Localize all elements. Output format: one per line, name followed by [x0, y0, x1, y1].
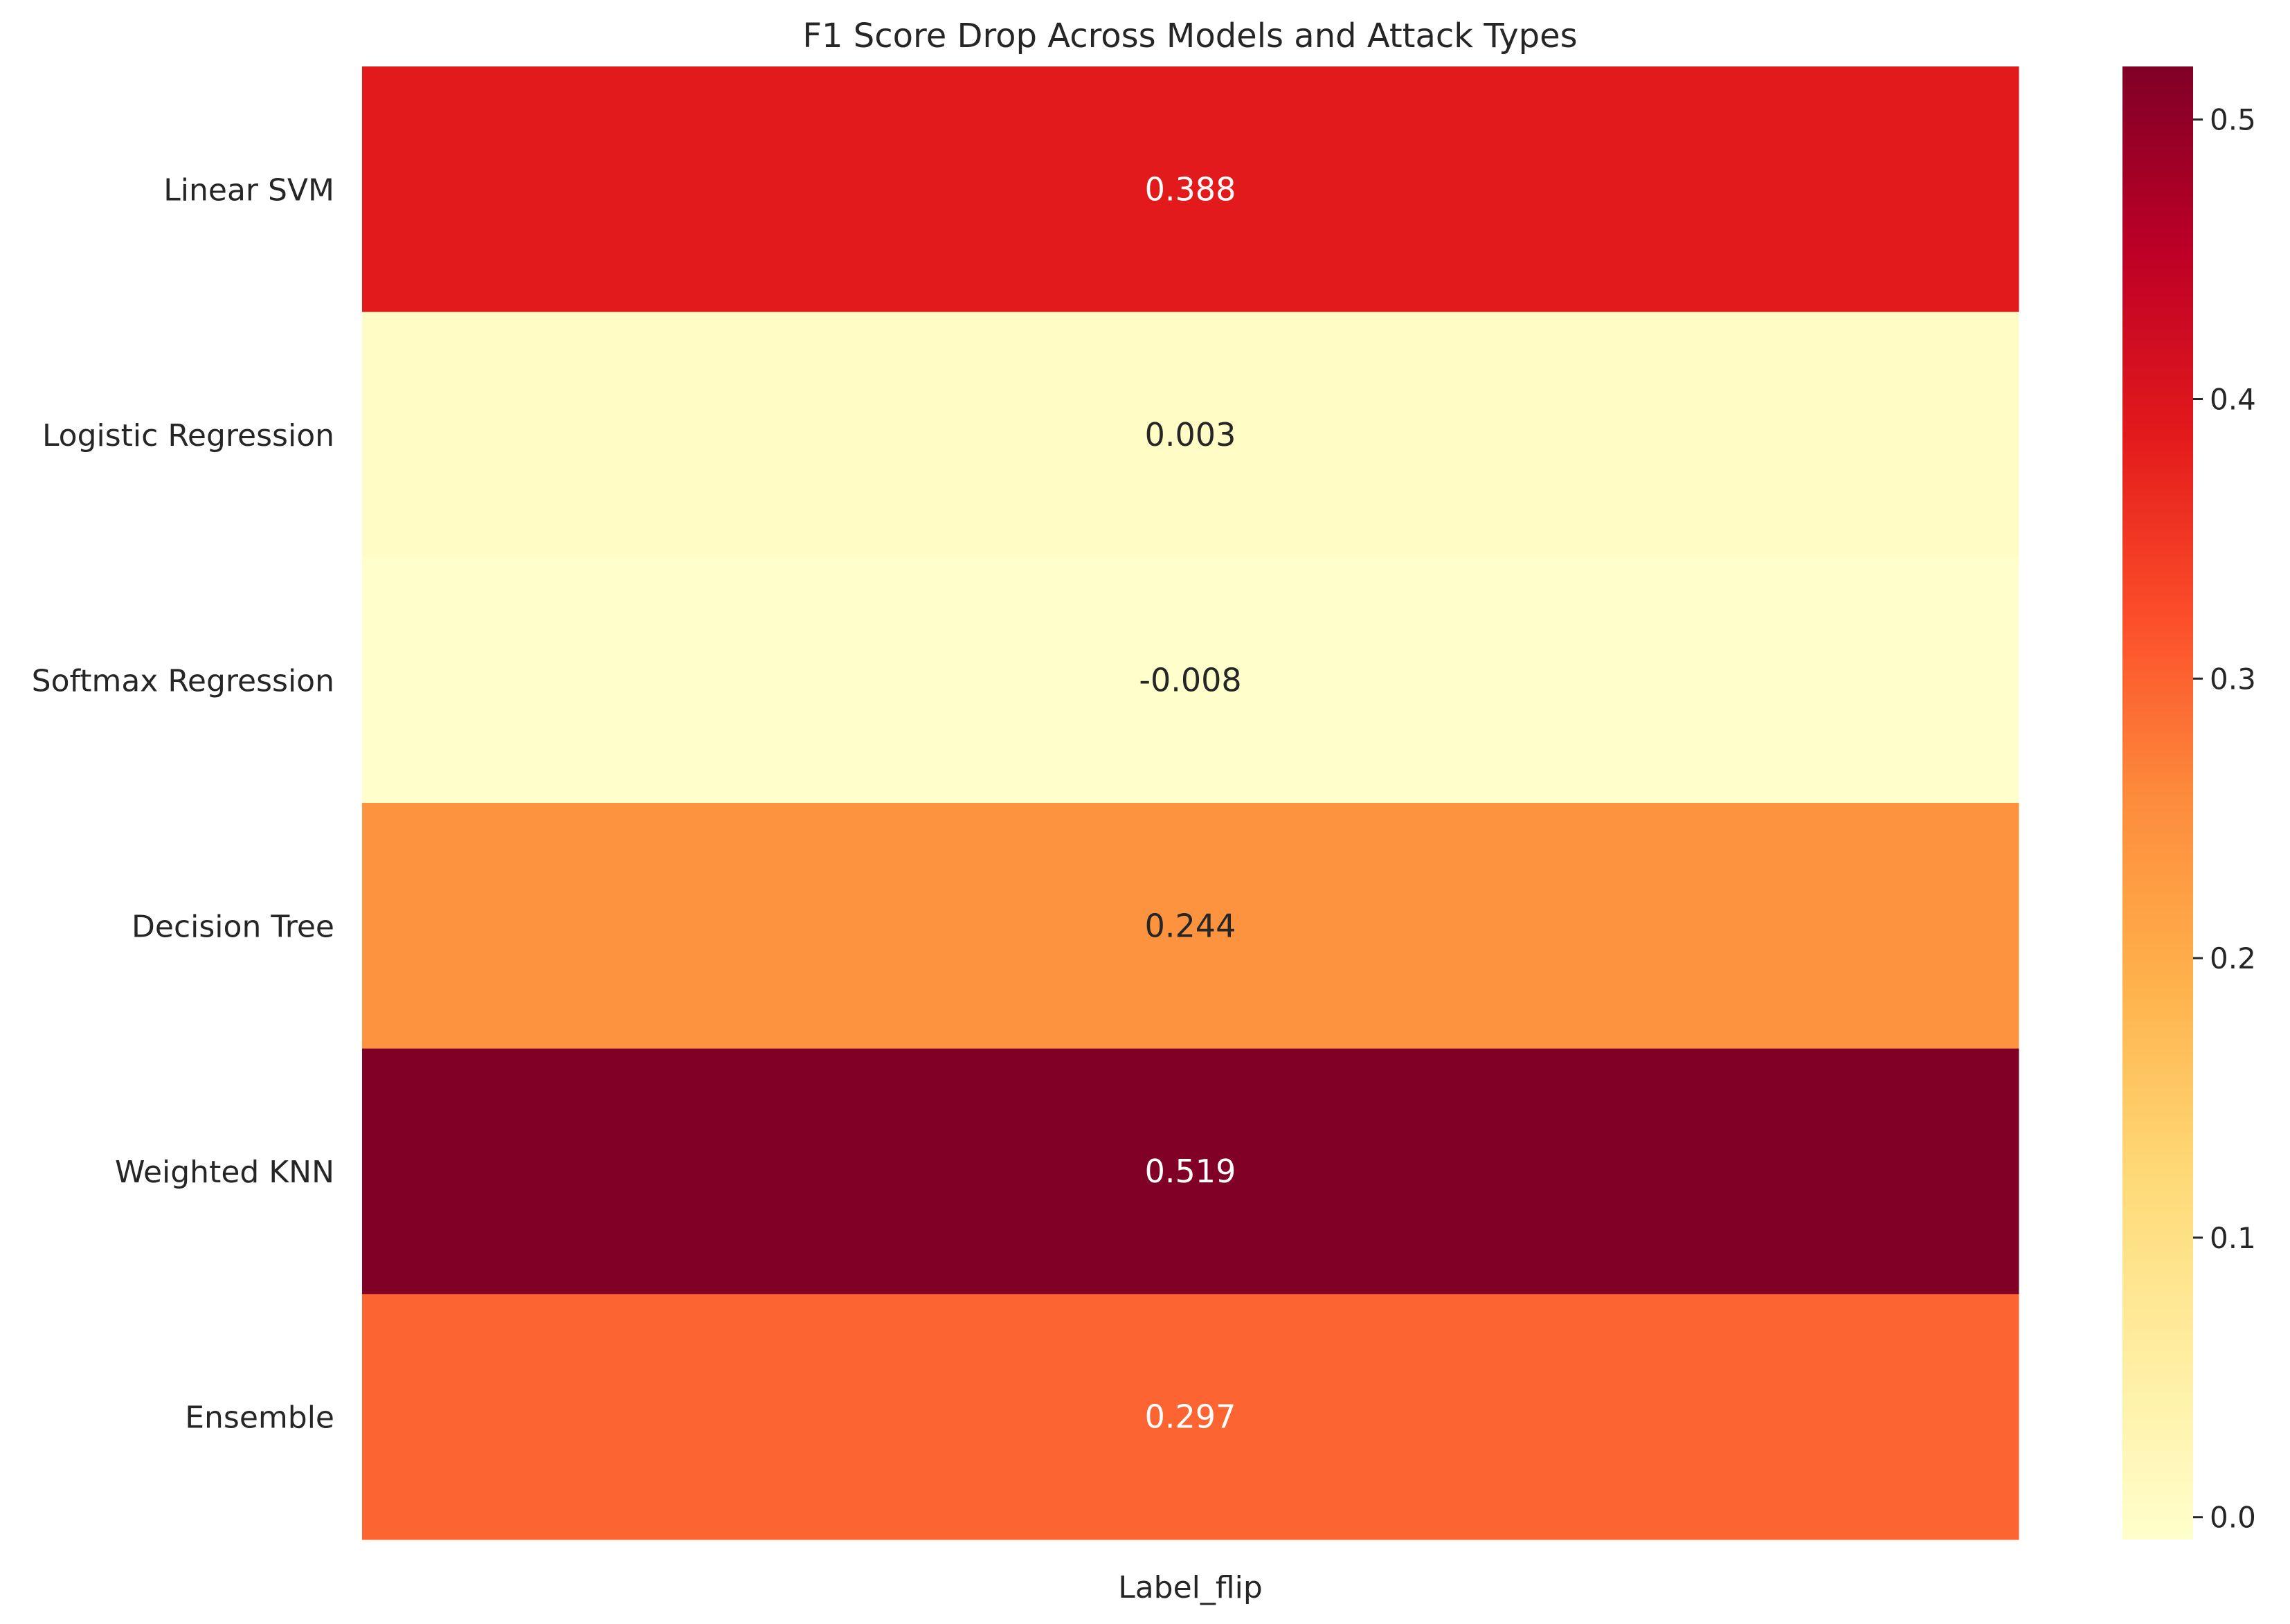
- row-label: Ensemble: [185, 1400, 334, 1436]
- heatmap-cell: [362, 557, 2019, 804]
- cell-value-label: 0.388: [1145, 170, 1236, 208]
- colorbar-tick-label: 0.0: [2210, 1501, 2256, 1535]
- chart-title: F1 Score Drop Across Models and Attack T…: [802, 17, 1577, 55]
- row-label: Linear SVM: [163, 172, 334, 208]
- heatmap-cell: [362, 803, 2019, 1049]
- colorbar-tick-label: 0.5: [2210, 103, 2256, 137]
- colorbar-tick-label: 0.3: [2210, 662, 2256, 696]
- cell-value-label: 0.003: [1145, 416, 1236, 453]
- row-label: Logistic Regression: [42, 418, 334, 453]
- heatmap-cell: [362, 312, 2019, 558]
- colorbar-gradient: [2122, 66, 2193, 1540]
- cell-value-label: 0.519: [1145, 1153, 1236, 1190]
- row-label: Softmax Regression: [32, 664, 334, 699]
- colorbar-tick-label: 0.4: [2210, 383, 2256, 417]
- colorbar-tick-label: 0.1: [2210, 1221, 2256, 1255]
- cell-value-label: -0.008: [1139, 662, 1241, 699]
- cell-value-label: 0.244: [1145, 907, 1236, 944]
- row-label: Weighted KNN: [115, 1155, 334, 1190]
- row-label: Decision Tree: [132, 909, 334, 944]
- cell-value-label: 0.297: [1145, 1398, 1236, 1436]
- column-labels: Label_flip: [1118, 1570, 1263, 1605]
- heatmap-cell: [362, 1048, 2019, 1294]
- heatmap-cells: 0.388 0.003 -0.008 0.244 0.519 0.297: [362, 66, 2019, 1540]
- column-label: Label_flip: [1118, 1570, 1263, 1605]
- heatmap-cell: [362, 66, 2019, 313]
- colorbar-tick-label: 0.2: [2210, 941, 2256, 975]
- heatmap-cell: [362, 1294, 2019, 1540]
- row-labels: Linear SVM Logistic Regression Softmax Reg…: [32, 172, 334, 1435]
- colorbar: 0.0 0.1 0.2 0.3 0.4 0.5: [2122, 66, 2256, 1540]
